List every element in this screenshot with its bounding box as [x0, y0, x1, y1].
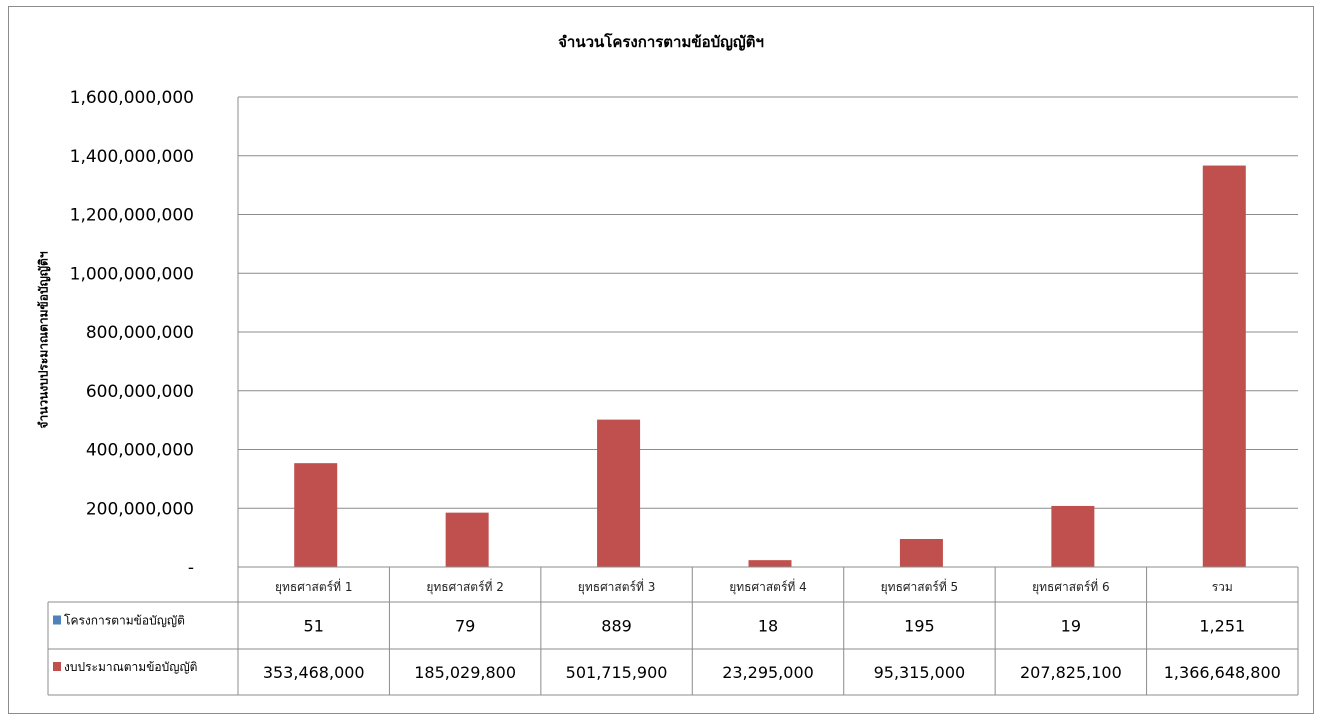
data-label: 353,468,000 — [263, 663, 365, 682]
y-tick-label: 1,200,000,000 — [70, 206, 194, 226]
data-label: 1,366,648,800 — [1164, 663, 1281, 682]
y-tick-label: 800,000,000 — [86, 323, 194, 343]
legend-label: งบประมาณตามข้อบัญญัติ — [64, 660, 197, 674]
data-label: 1,251 — [1199, 617, 1245, 636]
data-label: 79 — [455, 617, 475, 636]
x-tick-label: ยุทธศาสตร์ที่ 4 — [729, 578, 807, 595]
chart-frame — [8, 6, 1314, 714]
bar-budget — [294, 463, 338, 567]
chart-title: จำนวนโครงการตามข้อบัญญัติฯ — [558, 33, 764, 51]
y-tick-label: - — [188, 558, 194, 578]
y-axis-ticks: - 200,000,000 400,000,000 600,000,000 800,00… — [70, 88, 194, 578]
bar-budget — [899, 539, 943, 567]
data-label: 207,825,100 — [1020, 663, 1122, 682]
legend-swatch — [53, 662, 61, 671]
bars — [294, 165, 1246, 567]
x-tick-label: ยุทธศาสตร์ที่ 6 — [1032, 578, 1110, 595]
x-tick-label: ยุทธศาสตร์ที่ 1 — [275, 578, 353, 595]
gridlines — [237, 96, 1298, 567]
data-label: 185,029,800 — [414, 663, 516, 682]
y-tick-label: 200,000,000 — [86, 499, 194, 519]
data-label: 18 — [758, 617, 778, 636]
legend-label: โครงการตามข้อบัญญัติ — [64, 614, 185, 628]
data-label: 501,715,900 — [566, 663, 668, 682]
data-label: 889 — [601, 617, 632, 636]
y-tick-label: 1,600,000,000 — [70, 88, 194, 108]
legend-swatch — [53, 615, 61, 625]
x-tick-label: รวม — [1212, 580, 1233, 594]
data-label: 19 — [1061, 617, 1081, 636]
bar-budget — [597, 419, 641, 567]
x-tick-label: ยุทธศาสตร์ที่ 2 — [426, 578, 504, 595]
y-tick-label: 400,000,000 — [86, 441, 194, 461]
bar-budget — [1202, 165, 1246, 567]
x-tick-label: ยุทธศาสตร์ที่ 5 — [881, 578, 959, 595]
data-label: 195 — [904, 617, 935, 636]
x-tick-label: ยุทธศาสตร์ที่ 3 — [578, 578, 656, 595]
y-tick-label: 600,000,000 — [86, 382, 194, 402]
bar-budget — [445, 512, 489, 567]
bar-budget — [1051, 505, 1095, 567]
y-tick-label: 1,400,000,000 — [70, 147, 194, 167]
data-label: 95,315,000 — [874, 663, 966, 682]
y-tick-label: 1,000,000,000 — [70, 264, 194, 284]
data-table: ยุทธศาสตร์ที่ 1 ยุทธศาสตร์ที่ 2 ยุทธศาสตร์… — [47, 566, 1299, 696]
data-label: 23,295,000 — [722, 663, 814, 682]
data-label: 51 — [304, 617, 324, 636]
bar-budget — [748, 560, 792, 567]
